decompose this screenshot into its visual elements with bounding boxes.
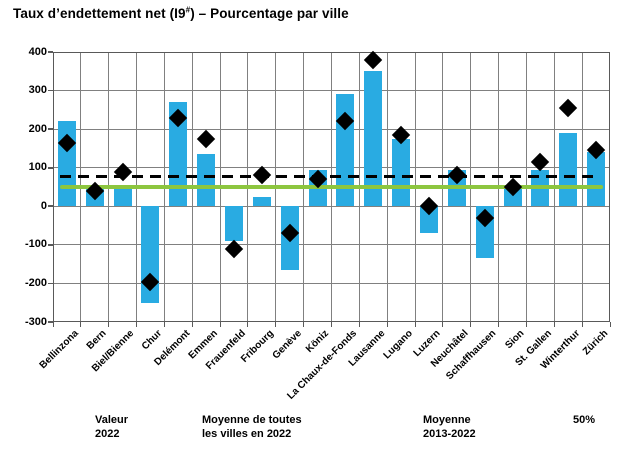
bar-valeur-2022 xyxy=(392,138,411,207)
legend-label-moyenne-2013-2022: Moyenne 2013-2022 xyxy=(423,414,476,440)
x-axis-tick xyxy=(275,322,277,327)
chart-title: Taux d’endettement net (I9#) – Pourcenta… xyxy=(13,6,349,21)
y-axis-tick xyxy=(48,205,53,208)
x-axis-label: Chur xyxy=(139,328,165,353)
x-axis-label: Zürich xyxy=(580,328,610,358)
chart-title-suffix: ) – Pourcentage par ville xyxy=(190,6,349,21)
x-axis-label: Lugano xyxy=(381,328,415,362)
y-axis-tick-label: 100 xyxy=(28,161,47,174)
diamond-moyenne-2013-2022 xyxy=(559,98,578,118)
bar-valeur-2022 xyxy=(197,154,216,207)
bar-valeur-2022 xyxy=(336,94,355,207)
reference-line-50pct xyxy=(59,185,604,189)
bar-valeur-2022 xyxy=(225,206,244,241)
bar-valeur-2022 xyxy=(364,71,383,207)
reference-line-moyenne-2022 xyxy=(59,174,596,178)
x-axis-tick xyxy=(442,322,444,327)
y-axis-tick-label: 400 xyxy=(28,45,47,58)
x-axis-tick xyxy=(331,322,332,327)
bar-valeur-2022 xyxy=(559,133,578,207)
chart-area: 400 300 200 100 0 -100 -200 -300 Bellinzona Bern B… xyxy=(24,45,611,402)
bar-valeur-2022 xyxy=(587,152,606,207)
legend-dashed-line-swatch xyxy=(149,421,198,424)
y-axis-tick xyxy=(48,166,53,169)
y-axis-tick xyxy=(48,321,53,323)
y-axis-tick-label: 300 xyxy=(28,84,47,97)
legend-label-moyenne-villes: Moyenne de toutes les villes en 2022 xyxy=(202,414,302,440)
x-axis-tick xyxy=(609,322,611,327)
diamond-moyenne-2013-2022 xyxy=(224,239,244,258)
x-axis-tick xyxy=(553,322,555,327)
legend-label-valeur: Valeur 2022 xyxy=(95,414,129,440)
diamond-moyenne-2013-2022 xyxy=(113,162,132,181)
x-axis-label: Schaffhausen xyxy=(444,328,499,383)
x-axis-tick xyxy=(247,322,249,327)
y-axis-tick-label: 200 xyxy=(28,122,47,135)
x-axis-tick xyxy=(498,322,500,327)
x-axis-tick xyxy=(358,322,360,327)
y-axis-tick xyxy=(48,89,53,92)
y-axis-tick xyxy=(48,128,53,130)
bar-valeur-2022 xyxy=(113,187,132,207)
x-axis-tick xyxy=(470,322,472,327)
bar-valeur-2022 xyxy=(419,206,438,234)
y-axis-tick xyxy=(48,282,53,285)
bar-valeur-2022 xyxy=(252,196,271,207)
diamond-moyenne-2013-2022 xyxy=(196,129,216,148)
x-axis-tick xyxy=(52,322,54,327)
bar-valeur-2022 xyxy=(169,102,188,207)
x-axis-tick xyxy=(219,322,221,327)
legend-diamond-icon xyxy=(375,419,386,430)
y-axis-tick xyxy=(48,51,53,53)
y-axis-tick-label: 0 xyxy=(40,199,47,212)
x-axis-label: Bern xyxy=(84,328,109,352)
x-axis-label: Bellinzona xyxy=(37,328,81,372)
x-axis-tick xyxy=(414,322,416,327)
x-axis-tick xyxy=(303,322,305,327)
x-axis-tick xyxy=(386,322,388,327)
legend: Valeur 2022 Moyenne de toutes les villes e… xyxy=(0,410,625,453)
x-axis-tick xyxy=(163,322,165,327)
y-axis-tick-label: -100 xyxy=(24,238,47,251)
legend-bar-swatch xyxy=(42,419,88,425)
diamond-moyenne-2013-2022 xyxy=(531,152,550,172)
x-axis-label: Sion xyxy=(503,328,527,352)
x-axis-tick xyxy=(581,322,583,327)
diamond-moyenne-2013-2022 xyxy=(252,166,272,185)
y-axis-tick-label: -200 xyxy=(24,276,47,289)
legend-green-line-swatch xyxy=(512,422,567,427)
y-axis-tick xyxy=(48,244,53,246)
x-axis-tick xyxy=(136,322,138,327)
diamond-moyenne-2013-2022 xyxy=(364,50,383,69)
y-axis-tick-label: -300 xyxy=(24,315,47,328)
x-axis-tick xyxy=(80,322,82,327)
chart-title-footnote-marker: # xyxy=(185,5,191,15)
x-axis-tick xyxy=(108,322,110,327)
x-axis-tick xyxy=(525,322,527,327)
legend-label-50pct: 50% xyxy=(573,414,596,426)
x-axis-tick xyxy=(191,322,193,327)
chart-title-text: Taux d’endettement net (I9 xyxy=(13,6,186,21)
x-axis-label: Genève xyxy=(270,328,304,362)
